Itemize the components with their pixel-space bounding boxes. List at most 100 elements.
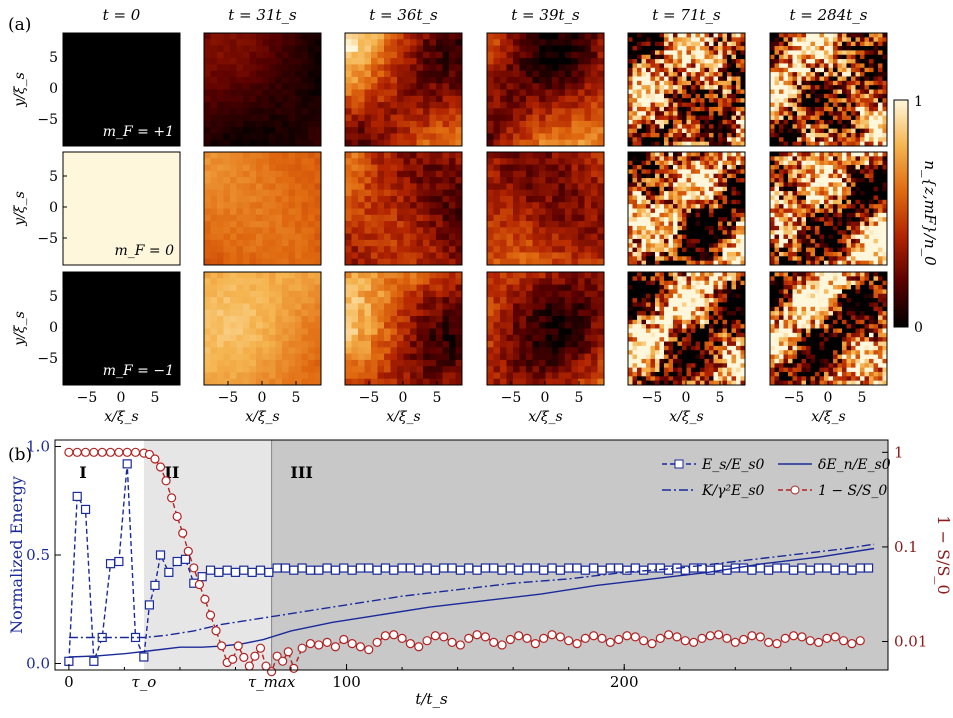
heatmap-cell (558, 139, 566, 147)
heatmap-cell (487, 208, 494, 216)
heatmap-cell (423, 39, 430, 46)
heatmap-cell (824, 256, 829, 262)
heatmap-cell (345, 233, 352, 241)
heatmap-cell (882, 76, 888, 82)
heatmap-cell (810, 160, 816, 166)
heatmap-cell (249, 64, 257, 72)
heatmap-cell (806, 199, 811, 205)
heatmap-cell (664, 225, 669, 231)
heatmap-cell (878, 199, 883, 205)
heatmap-cell (740, 41, 746, 47)
heatmap-cell (873, 59, 879, 64)
heatmap-cell (686, 76, 692, 82)
heatmap-cell (792, 106, 798, 112)
heatmap-cell (243, 45, 250, 53)
heatmap-cell (731, 85, 737, 90)
heatmap-cell (806, 169, 811, 175)
heatmap-cell (824, 212, 829, 218)
heatmap-cell (269, 341, 276, 348)
heatmap-cell (650, 230, 656, 235)
heatmap-cell (578, 258, 585, 266)
heatmap-cell (416, 127, 424, 134)
heatmap-cell (655, 260, 660, 266)
heatmap-cell (256, 189, 263, 197)
heatmap-cell (288, 372, 296, 380)
heatmap-cell (704, 63, 710, 69)
heatmap-cell (842, 72, 847, 77)
heatmap-cell (449, 152, 456, 159)
heatmap-cell (597, 51, 605, 59)
heatmap-cell (828, 251, 834, 257)
heatmap-cell (301, 227, 309, 235)
heatmap-cell (308, 177, 315, 184)
heatmap-cell (727, 98, 732, 103)
heatmap-cell (455, 233, 463, 241)
heatmap-cell (722, 132, 728, 138)
heatmap-cell (851, 182, 856, 188)
heatmap-cell (236, 83, 244, 90)
heatmap-cell (641, 165, 647, 170)
heatmap-cell (695, 115, 701, 121)
heatmap-cell (314, 208, 322, 216)
heatmap-cell (442, 139, 450, 147)
heatmap-cell (878, 59, 883, 64)
heatmap-cell (740, 106, 746, 112)
heatmap-cell (691, 41, 696, 47)
heatmap-cell (668, 67, 674, 73)
heatmap-cell (223, 233, 231, 241)
heatmap-cell (641, 67, 647, 73)
heatmap-cell (449, 239, 456, 247)
heatmap-cell (552, 189, 559, 197)
heatmap-cell (500, 58, 507, 65)
heatmap-cell (410, 127, 417, 134)
heatmap-cell (526, 202, 533, 209)
heatmap-cell (668, 50, 674, 56)
heatmap-cell (364, 64, 372, 72)
heatmap-cell (358, 214, 365, 222)
heatmap-cell (571, 177, 579, 184)
heatmap-cell (532, 58, 540, 65)
heatmap-cell (565, 152, 572, 159)
heatmap-cell (628, 169, 633, 175)
heatmap-cell (410, 64, 417, 72)
heatmap-cell (801, 89, 807, 95)
heatmap-cell (882, 72, 888, 77)
heatmap-cell (397, 221, 404, 228)
heatmap-cell (842, 160, 847, 166)
heatmap-cell (691, 80, 696, 86)
heatmap-cell (677, 93, 683, 99)
heatmap-cell (655, 80, 660, 86)
heatmap-cell (695, 106, 701, 112)
heatmap-cell (801, 72, 807, 77)
heatmap-cell (371, 164, 378, 172)
heatmap-panel: 50−5y/ξ_sm_F = −1−5 0 5x/ξ_s (12, 271, 181, 425)
heatmap-cell (815, 251, 820, 257)
heatmap-cell (358, 258, 365, 266)
heatmap-cell (358, 227, 365, 235)
heatmap-cell (704, 234, 710, 240)
heatmap-cell (682, 115, 687, 121)
heatmap-cell (301, 202, 309, 209)
heatmap-cell (727, 204, 732, 209)
heatmap-cell (668, 119, 674, 125)
heatmap-cell (282, 33, 289, 40)
heatmap-cell (650, 256, 656, 262)
heatmap-cell (709, 221, 714, 227)
heatmap-cell (295, 108, 302, 116)
heatmap-cell (806, 251, 811, 257)
heatmap-cell (565, 70, 572, 78)
heatmap-panel (203, 32, 322, 147)
heatmap-cell (718, 124, 723, 130)
heatmap-cell (722, 124, 728, 130)
heatmap-cell (727, 106, 732, 112)
heatmap-cell (429, 208, 437, 216)
heatmap-cell (558, 183, 566, 191)
heatmap-cell (371, 108, 378, 116)
heatmap-cell (416, 183, 424, 191)
heatmap-cell (565, 89, 572, 97)
heatmap-cell (686, 199, 692, 205)
heatmap-cell (565, 258, 572, 266)
heatmap-cell (416, 233, 424, 241)
heatmap-cell (833, 128, 838, 134)
heatmap-cell (275, 152, 283, 159)
